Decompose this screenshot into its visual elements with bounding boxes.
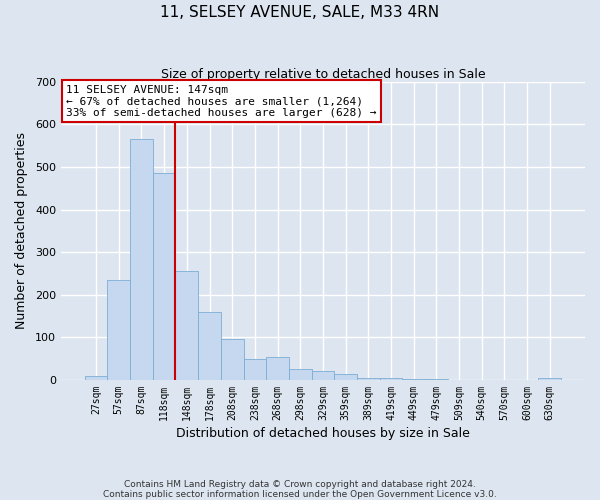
Bar [130,139,153,380]
Bar [311,372,334,380]
Bar [380,378,403,380]
Text: 11, SELSEY AVENUE, SALE, M33 4RN: 11, SELSEY AVENUE, SALE, M33 4RN [160,5,440,20]
Bar [198,312,221,380]
Bar [153,174,175,380]
Y-axis label: Number of detached properties: Number of detached properties [15,132,28,330]
Bar [538,378,561,380]
Bar [425,379,448,380]
Bar [221,340,244,380]
Bar [357,378,380,380]
Text: 11 SELSEY AVENUE: 147sqm
← 67% of detached houses are smaller (1,264)
33% of sem: 11 SELSEY AVENUE: 147sqm ← 67% of detach… [66,84,377,118]
Text: Contains HM Land Registry data © Crown copyright and database right 2024.
Contai: Contains HM Land Registry data © Crown c… [103,480,497,499]
Bar [266,356,289,380]
X-axis label: Distribution of detached houses by size in Sale: Distribution of detached houses by size … [176,427,470,440]
Title: Size of property relative to detached houses in Sale: Size of property relative to detached ho… [161,68,485,80]
Bar [289,370,311,380]
Bar [85,376,107,380]
Bar [244,358,266,380]
Bar [403,379,425,380]
Bar [175,272,198,380]
Bar [334,374,357,380]
Bar [107,280,130,380]
